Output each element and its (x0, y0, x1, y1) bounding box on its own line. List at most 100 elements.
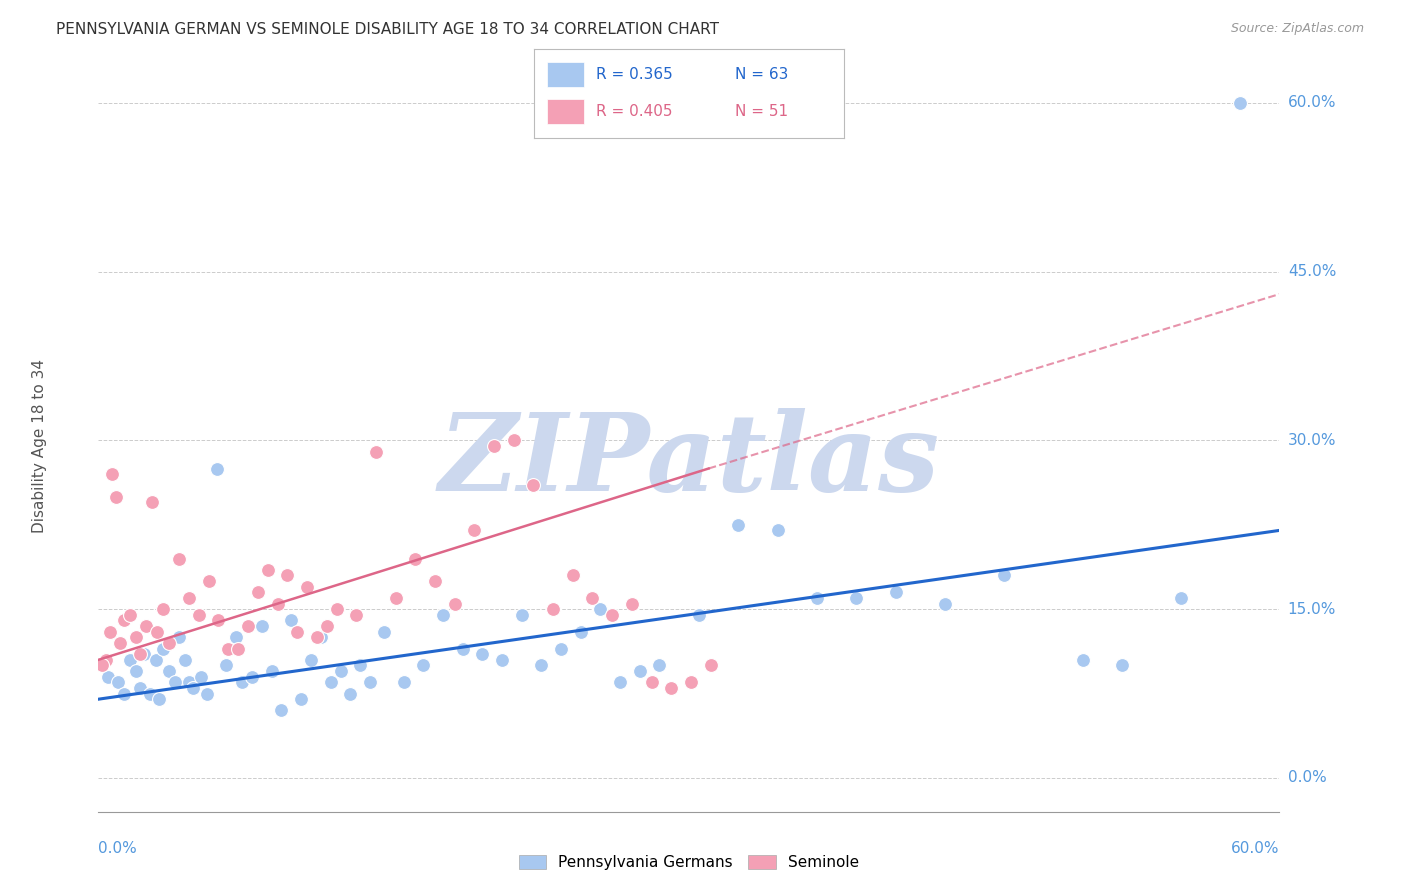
Point (364, 444, 387, 458)
Point (541, 602, 564, 616)
Point (190, 670, 212, 684)
Bar (547, 99, 583, 124)
Point (148, 692, 170, 706)
Point (628, 664, 651, 678)
Point (609, 675, 631, 690)
Point (620, 597, 643, 611)
Point (727, 517, 749, 532)
Point (231, 675, 253, 690)
Point (91, 658, 114, 673)
Point (112, 614, 135, 628)
Point (105, 490, 128, 504)
Point (217, 641, 239, 656)
Point (118, 607, 141, 622)
Point (215, 658, 238, 673)
Point (152, 602, 174, 616)
Point (167, 551, 190, 566)
Point (152, 641, 174, 656)
Point (246, 585, 269, 599)
Point (112, 687, 135, 701)
Point (141, 495, 163, 509)
Text: 45.0%: 45.0% (1288, 264, 1336, 279)
Point (1229, 95, 1251, 110)
Text: N = 51: N = 51 (735, 104, 789, 119)
Point (1071, 653, 1094, 667)
Point (165, 675, 187, 690)
Point (561, 568, 583, 582)
Point (934, 597, 956, 611)
Point (339, 687, 361, 701)
Point (128, 681, 150, 695)
Point (157, 636, 180, 650)
Point (315, 619, 337, 633)
Point (522, 478, 544, 492)
Point (688, 607, 710, 622)
Text: N = 63: N = 63 (735, 67, 789, 81)
Text: ZIPatlas: ZIPatlas (439, 408, 939, 514)
Point (260, 664, 283, 678)
Point (699, 658, 721, 673)
Point (451, 641, 474, 656)
Point (240, 670, 263, 684)
Point (373, 624, 395, 639)
Point (993, 568, 1015, 582)
Text: 60.0%: 60.0% (1288, 95, 1336, 111)
Point (806, 591, 828, 605)
Point (648, 658, 671, 673)
Point (1111, 658, 1133, 673)
Point (138, 687, 160, 701)
Point (97, 670, 120, 684)
Point (404, 551, 426, 566)
Text: R = 0.365: R = 0.365 (596, 67, 673, 81)
Point (108, 636, 131, 650)
Point (530, 658, 553, 673)
Text: 0.0%: 0.0% (98, 841, 138, 856)
Point (197, 574, 219, 588)
Text: Source: ZipAtlas.com: Source: ZipAtlas.com (1230, 22, 1364, 36)
Point (569, 624, 592, 639)
Point (128, 647, 150, 661)
Point (349, 658, 371, 673)
Point (412, 658, 434, 673)
Point (589, 602, 612, 616)
Point (640, 675, 662, 690)
Point (98, 624, 121, 639)
Point (250, 619, 273, 633)
Point (195, 687, 218, 701)
Point (177, 675, 200, 690)
Point (125, 664, 148, 678)
Point (101, 467, 124, 482)
Point (845, 591, 868, 605)
Point (285, 624, 308, 639)
Point (157, 664, 180, 678)
Point (280, 614, 302, 628)
Point (187, 607, 209, 622)
Point (463, 524, 485, 538)
Point (550, 641, 572, 656)
Point (270, 703, 292, 717)
Point (177, 591, 200, 605)
Point (329, 664, 352, 678)
Point (423, 574, 446, 588)
Point (1170, 591, 1192, 605)
Point (181, 681, 204, 695)
Point (659, 681, 682, 695)
Text: Disability Age 18 to 34: Disability Age 18 to 34 (32, 359, 46, 533)
Point (226, 641, 249, 656)
Point (96, 653, 118, 667)
Point (276, 568, 298, 582)
Point (325, 602, 347, 616)
Point (295, 580, 318, 594)
Point (205, 461, 228, 475)
Text: 30.0%: 30.0% (1288, 433, 1336, 448)
Point (510, 607, 533, 622)
Text: R = 0.405: R = 0.405 (596, 104, 672, 119)
Point (392, 675, 415, 690)
Text: 0.0%: 0.0% (1288, 771, 1326, 786)
Point (207, 614, 229, 628)
Text: PENNSYLVANIA GERMAN VS SEMINOLE DISABILITY AGE 18 TO 34 CORRELATION CHART: PENNSYLVANIA GERMAN VS SEMINOLE DISABILI… (56, 22, 720, 37)
Point (344, 607, 367, 622)
Point (319, 675, 342, 690)
Point (305, 630, 328, 644)
Point (266, 597, 288, 611)
